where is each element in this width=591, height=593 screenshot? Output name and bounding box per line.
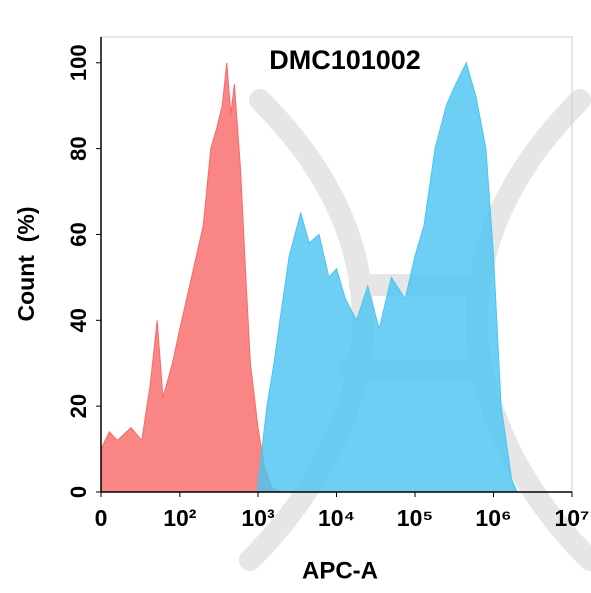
x-tick-label: 10² [163,505,197,531]
x-axis-label: APC-A [302,557,378,584]
x-tick-label: 10⁷ [554,505,589,531]
x-tick-label: 10⁴ [318,505,355,531]
y-tick-label: 60 [66,222,91,246]
histogram-area [100,62,282,493]
chart-title: DMC101002 [269,45,421,75]
x-tick-label: 10⁵ [397,505,433,531]
y-tick-label: 20 [66,394,91,418]
x-tick-label: 0 [95,505,108,531]
y-tick-label: 80 [66,136,91,160]
y-tick-label: 40 [66,308,91,332]
y-axis-label: Count (%) [13,207,39,322]
histogram-area [257,61,518,493]
x-tick-label: 10⁶ [475,505,511,531]
y-tick-label: 100 [66,44,91,81]
x-tick-label: 10³ [241,505,275,531]
y-tick-label: 0 [66,486,91,498]
